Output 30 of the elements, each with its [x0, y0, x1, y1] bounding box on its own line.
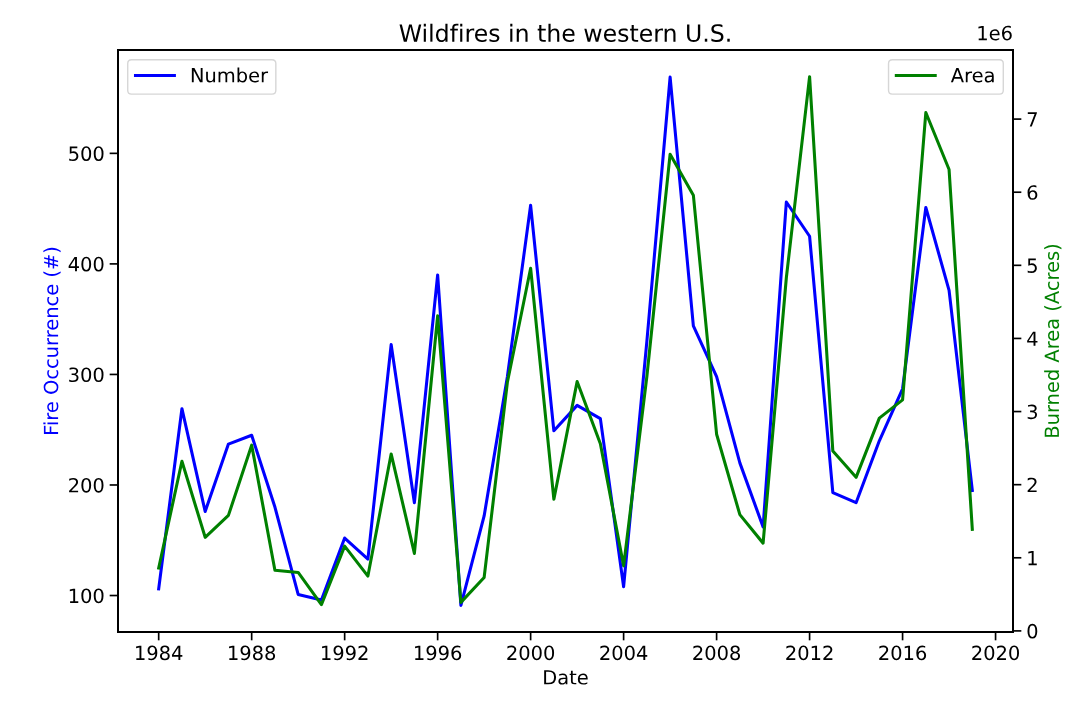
y2-tick-label: 2 [1027, 477, 1037, 493]
x-tick-label: 1988 [229, 645, 276, 661]
x-tick-label: 2000 [507, 645, 555, 661]
y-tick-label: 500 [69, 146, 104, 162]
y-tick-label: 100 [69, 588, 104, 604]
legend-label: Number [191, 67, 269, 83]
y-axis-title: Fire Occurrence (#) [43, 247, 61, 434]
x-tick-label: 2016 [879, 645, 927, 661]
x-tick-label: 2020 [972, 645, 1020, 661]
x-tick-label: 1996 [415, 645, 462, 661]
x-tick-label: 2012 [786, 645, 833, 661]
y-tick-label: 200 [69, 477, 104, 493]
y2-tick-label: 6 [1027, 185, 1038, 200]
y2-tick-label: 7 [1027, 112, 1037, 127]
x-axis-title: Date [544, 670, 588, 685]
x-tick-label: 1984 [136, 645, 183, 661]
x-tick-label: 2004 [600, 645, 648, 661]
x-tick-label: 1992 [322, 645, 368, 661]
y2-axis-title: Burned Area (Acres) [1044, 244, 1062, 437]
y-tick-label: 300 [69, 367, 104, 383]
x-tick-label: 2008 [693, 645, 741, 661]
y2-tick-label: 0 [1027, 623, 1038, 639]
y2-tick-label: 1 [1028, 551, 1037, 566]
y2-tick-label: 4 [1027, 331, 1038, 346]
legend-label: Area [950, 68, 994, 83]
y-tick-label: 400 [68, 256, 104, 272]
text: 1e6 [978, 25, 1012, 41]
chart-title: Wildfires in the western U.S. [399, 23, 730, 42]
y2-tick-label: 5 [1027, 258, 1037, 273]
y2-tick-label: 3 [1027, 404, 1038, 420]
